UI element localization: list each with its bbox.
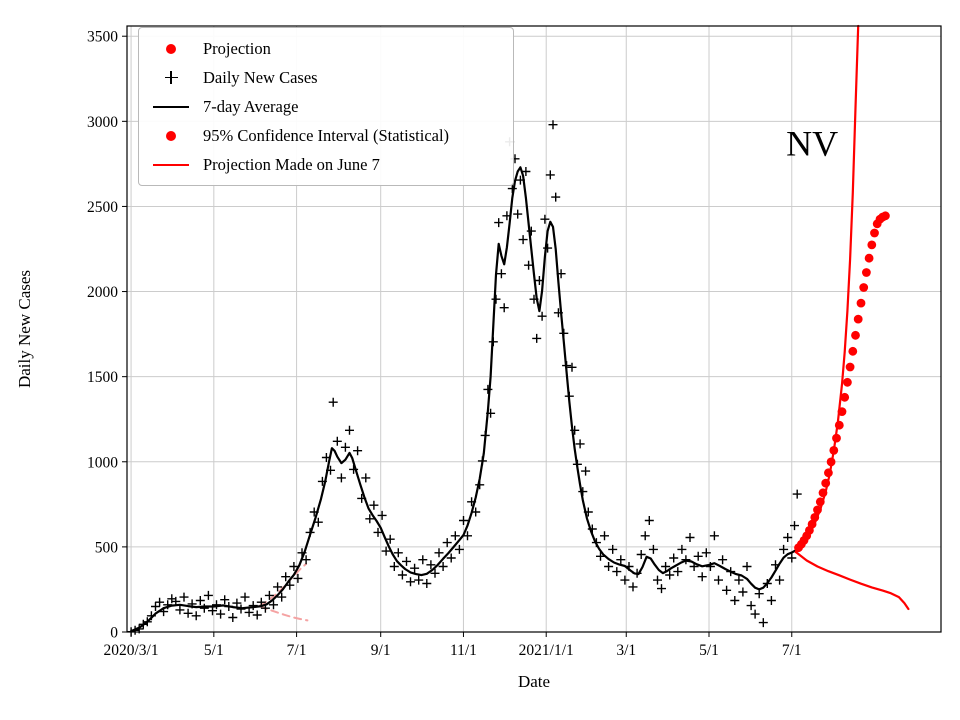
projection-dot [834, 420, 844, 430]
projection-dot [821, 478, 831, 488]
projection-dot [881, 211, 890, 221]
projection-dot [815, 497, 825, 507]
y-tick-label: 500 [95, 539, 119, 556]
x-tick-label: 11/1 [450, 642, 477, 659]
projection-dot [840, 392, 850, 402]
projection-dot [848, 346, 858, 356]
legend-handle [147, 105, 195, 108]
series-daily-new-cases [126, 120, 805, 637]
y-tick-label: 3500 [87, 29, 118, 46]
projection-dot [859, 283, 869, 292]
series-projection [794, 211, 890, 553]
series-june7-2020-projection-upper [259, 562, 308, 607]
x-tick-label: 5/1 [699, 642, 719, 659]
projection-line-icon [153, 163, 189, 166]
legend: Projection Daily New Cases 7-day Average… [138, 27, 514, 186]
x-tick-label: 3/1 [616, 642, 636, 659]
x-tick-label: 9/1 [371, 642, 391, 659]
x-tick-label: 2021/1/1 [519, 642, 574, 659]
projection-dot [870, 228, 879, 238]
series-projection-lower-ci [794, 550, 910, 611]
confidence-dot-icon [166, 130, 176, 141]
projection-dot [837, 407, 847, 416]
plus-marker-icon [164, 71, 178, 84]
legend-handle [147, 130, 195, 141]
y-tick-label: 3000 [87, 114, 118, 131]
y-axis-label: Daily New Cases [15, 270, 34, 388]
legend-label: Projection Made on June 7 [203, 154, 380, 174]
state-annotation: NV [786, 123, 838, 163]
projection-dot [862, 268, 871, 277]
series-seven-day-average [130, 166, 801, 633]
legend-label: 7-day Average [203, 96, 299, 116]
projection-dot [807, 519, 817, 529]
x-tick-label: 7/1 [782, 642, 802, 659]
legend-label: 95% Confidence Interval (Statistical) [203, 125, 450, 145]
projection-dot [818, 488, 828, 498]
projection-dot [824, 468, 833, 478]
projection-dot [826, 457, 836, 467]
legend-item-projection: Projection [147, 34, 505, 63]
x-tick-label: 5/1 [204, 642, 224, 659]
projection-dot [832, 433, 841, 443]
projection-dot [853, 314, 863, 324]
plot-frame [126, 25, 942, 633]
y-tick-label: 0 [110, 625, 118, 642]
projection-dot [810, 513, 820, 522]
legend-item-confidence-interval: 95% Confidence Interval (Statistical) [147, 121, 505, 150]
y-tick-label: 1500 [87, 369, 118, 386]
legend-item-7day-average: 7-day Average [147, 92, 505, 121]
projection-dot [843, 377, 852, 387]
projection-dot [845, 362, 855, 372]
projection-dot [851, 330, 860, 340]
legend-handle [147, 71, 195, 84]
legend-handle [147, 43, 195, 54]
legend-label: Daily New Cases [203, 67, 318, 87]
projection-dot [813, 505, 822, 515]
average-line-icon [153, 105, 189, 108]
x-axis-label: Date [518, 672, 550, 691]
projection-dot [864, 253, 874, 263]
x-tick-label: 7/1 [287, 642, 307, 659]
projection-dot [856, 298, 866, 308]
legend-handle [147, 163, 195, 166]
series-june7-2020-projection-lower [259, 605, 309, 622]
legend-item-projection-june7: Projection Made on June 7 [147, 150, 505, 179]
projection-dot [867, 240, 877, 250]
x-tick-label: 2020/3/1 [104, 642, 159, 659]
y-tick-label: 2000 [87, 284, 118, 301]
projection-dot [829, 446, 839, 455]
y-tick-label: 2500 [87, 199, 118, 216]
projection-dot-icon [166, 43, 176, 54]
legend-item-daily-new-cases: Daily New Cases [147, 63, 505, 92]
y-tick-label: 1000 [87, 454, 118, 471]
legend-label: Projection [203, 38, 271, 58]
